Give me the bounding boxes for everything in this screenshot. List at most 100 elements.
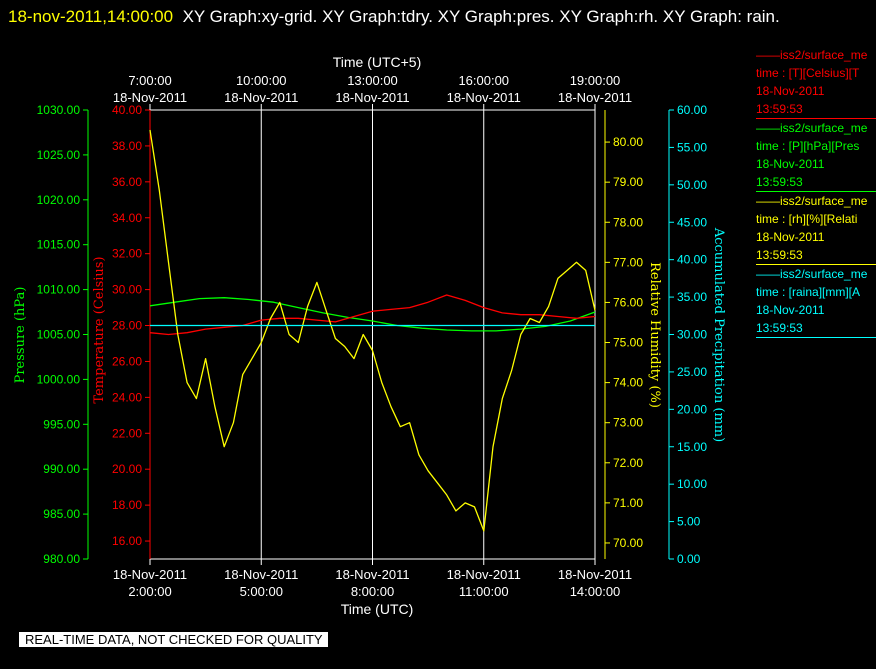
temperature-tick-label: 40.00 [112, 103, 142, 117]
x-top-axis-title: Time (UTC+5) [333, 54, 422, 70]
quality-disclaimer: REAL-TIME DATA, NOT CHECKED FOR QUALITY [19, 632, 328, 647]
humidity-tick-label: 76.00 [613, 295, 643, 309]
legend-line1: time : [T][Celsius][T [756, 66, 860, 80]
precipitation-tick-label: 50.00 [677, 178, 707, 192]
humidity-tick-label: 79.00 [613, 175, 643, 189]
temperature-tick-label: 30.00 [112, 283, 142, 297]
temperature-tick-label: 20.00 [112, 462, 142, 476]
precipitation-tick-label: 0.00 [677, 552, 701, 566]
x-top-tick-time: 16:00:00 [458, 73, 509, 88]
x-bottom-axis-title: Time (UTC) [341, 601, 414, 617]
pressure-tick-label: 1005.00 [37, 328, 81, 342]
x-bottom-tick-time: 11:00:00 [459, 584, 509, 599]
precipitation-tick-label: 20.00 [677, 402, 707, 416]
x-bottom-tick-time: 14:00:00 [570, 584, 621, 599]
legend: ——iss2/surface_me time : [T][Celsius][T 18… [756, 46, 876, 338]
x-top-tick-date: 18-Nov-2011 [558, 90, 632, 105]
precipitation-tick-label: 35.00 [677, 290, 707, 304]
x-bottom-tick-time: 5:00:00 [240, 584, 283, 599]
temperature-tick-label: 22.00 [112, 426, 142, 440]
humidity-tick-label: 80.00 [613, 135, 643, 149]
precipitation-tick-label: 5.00 [677, 515, 701, 529]
x-top-tick-time: 7:00:00 [128, 73, 171, 88]
x-bottom-tick-date: 18-Nov-2011 [335, 567, 409, 582]
precipitation-tick-label: 15.00 [677, 440, 707, 454]
humidity-tick-label: 78.00 [613, 215, 643, 229]
humidity-tick-label: 71.00 [613, 496, 643, 510]
legend-title: ——iss2/surface_me [756, 194, 868, 208]
legend-title: ——iss2/surface_me [756, 48, 868, 62]
precipitation-tick-label: 55.00 [677, 140, 707, 154]
legend-title: ——iss2/surface_me [756, 121, 868, 135]
humidity-tick-label: 77.00 [613, 255, 643, 269]
humidity-series-line [149, 129, 596, 532]
humidity-tick-label: 74.00 [613, 376, 643, 390]
pressure-tick-label: 980.00 [43, 552, 80, 566]
precipitation-tick-label: 60.00 [677, 103, 707, 117]
header-title: XY Graph:xy-grid. XY Graph:tdry. XY Grap… [182, 7, 780, 26]
temperature-series-line [149, 294, 596, 336]
x-bottom-tick-date: 18-Nov-2011 [224, 567, 298, 582]
pressure-tick-label: 1020.00 [37, 193, 81, 207]
pressure-tick-label: 1010.00 [37, 283, 81, 297]
pressure-tick-label: 1025.00 [37, 148, 81, 162]
humidity-tick-label: 70.00 [613, 536, 643, 550]
temperature-tick-label: 24.00 [112, 390, 142, 404]
x-top-tick-date: 18-Nov-2011 [447, 90, 521, 105]
legend-line1: time : [raina][mm][A [756, 285, 861, 299]
x-bottom-tick-time: 2:00:00 [128, 584, 171, 599]
x-bottom-tick-time: 8:00:00 [351, 584, 394, 599]
humidity-tick-label: 73.00 [613, 416, 643, 430]
legend-line2: 18-Nov-2011 [756, 84, 825, 98]
legend-line2: 18-Nov-2011 [756, 230, 825, 244]
legend-line2: 18-Nov-2011 [756, 303, 825, 317]
pressure-tick-label: 1015.00 [37, 238, 81, 252]
precipitation-tick-label: 25.00 [677, 365, 707, 379]
header-title-bar: 18-nov-2011,14:00:00 XY Graph:xy-grid. X… [8, 2, 858, 31]
precipitation-axis-title: Accumulated Precipitation (mm) [711, 227, 726, 442]
legend-line3: 13:59:53 [756, 175, 803, 189]
pressure-series-line [149, 297, 596, 332]
legend-line1: time : [rh][%][Relati [756, 212, 858, 226]
x-bottom-tick-date: 18-Nov-2011 [113, 567, 187, 582]
header-timestamp: 18-nov-2011,14:00:00 [8, 7, 174, 26]
x-top-tick-date: 18-Nov-2011 [224, 90, 298, 105]
x-top-tick-date: 18-Nov-2011 [113, 90, 187, 105]
x-bottom-tick-date: 18-Nov-2011 [447, 567, 521, 582]
precipitation-tick-label: 10.00 [677, 477, 707, 491]
temperature-tick-label: 36.00 [112, 175, 142, 189]
precipitation-tick-label: 30.00 [677, 328, 707, 342]
humidity-tick-label: 72.00 [613, 456, 643, 470]
pressure-tick-label: 990.00 [43, 462, 80, 476]
x-top-tick-time: 19:00:00 [570, 73, 621, 88]
pressure-tick-label: 1000.00 [37, 372, 81, 386]
temperature-axis-title: Temperature (Celsius) [92, 256, 107, 403]
legend-title: ——iss2/surface_me [756, 267, 868, 281]
legend-line3: 13:59:53 [756, 248, 803, 262]
temperature-tick-label: 38.00 [112, 139, 142, 153]
temperature-tick-label: 16.00 [112, 534, 142, 548]
precipitation-tick-label: 45.00 [677, 215, 707, 229]
x-top-tick-time: 13:00:00 [347, 73, 398, 88]
pressure-tick-label: 985.00 [43, 507, 80, 521]
legend-line2: 18-Nov-2011 [756, 157, 825, 171]
temperature-tick-label: 18.00 [112, 498, 142, 512]
temperature-tick-label: 32.00 [112, 247, 142, 261]
x-top-tick-date: 18-Nov-2011 [335, 90, 409, 105]
humidity-tick-label: 75.00 [613, 336, 643, 350]
temperature-tick-label: 34.00 [112, 211, 142, 225]
pressure-axis-title: Pressure (hPa) [13, 287, 28, 384]
temperature-tick-label: 26.00 [112, 354, 142, 368]
legend-line1: time : [P][hPa][Pres [756, 139, 860, 153]
x-bottom-tick-date: 18-Nov-2011 [558, 567, 632, 582]
x-top-tick-time: 10:00:00 [236, 73, 287, 88]
humidity-axis-title: Relative Humidity (%) [647, 262, 662, 408]
pressure-tick-label: 995.00 [43, 417, 80, 431]
legend-line3: 13:59:53 [756, 102, 803, 116]
pressure-tick-label: 1030.00 [37, 103, 81, 117]
